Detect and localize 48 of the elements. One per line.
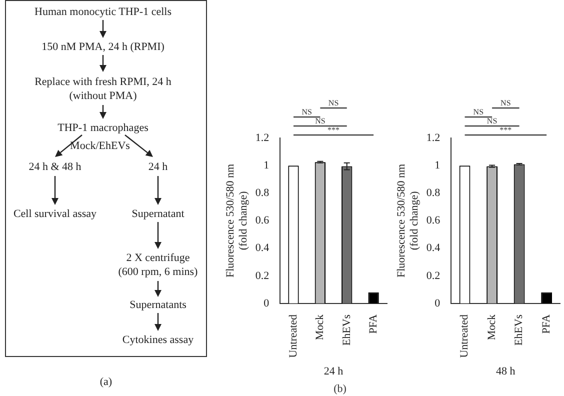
y-tick-label: 0.6 [255,214,270,227]
y-tick-label: 0.2 [426,270,440,282]
y-tick-label: 0.4 [255,242,270,254]
text: *** [500,126,512,135]
x-tick-label: PFA [540,314,552,334]
y-tick-label: 0.6 [426,214,441,227]
x-axis-title: 24 h [324,365,344,378]
text: NS [473,108,484,117]
text: Supernatant [132,207,184,221]
text: (a) [100,375,112,389]
x-tick-label: Untreated [287,314,300,358]
text: Replace with fresh RPMI, 24 h (without PMA) [34,75,172,103]
y-tick-label: 0.8 [426,187,441,200]
y-tick-label: 1.2 [255,132,270,144]
x-tick-label: EhEVs [340,314,353,346]
text: THP-1 macrophages [58,121,148,135]
x-tick-label: Mock [314,314,326,340]
text: Mock/EhEVs [70,139,130,153]
text: NS [302,108,312,117]
text: Human monocytic THP-1 cells [34,5,172,19]
text: Supernatants [130,298,186,312]
y-tick-label: 0 [434,297,441,310]
x-tick-label: Mock [486,314,498,340]
y-axis-title: Fluorescence 530/580 nm (fold change) [224,163,250,278]
text: Cell survival assay [13,207,97,221]
y-tick-label: 0.8 [255,187,270,200]
text: *** [328,126,340,135]
text: Cytokines assay [122,333,194,347]
text: 24 h & 48 h [28,160,82,174]
y-tick-label: 0.2 [255,270,270,282]
x-tick-label: EhEVs [513,314,526,346]
text: 2 X centrifuge (600 rpm, 6 mins) [118,251,198,279]
text: NS [500,98,511,108]
text: (b) [334,382,347,395]
y-tick-label: 0.4 [426,242,441,254]
x-axis-title: 48 h [496,365,516,378]
y-tick-label: 0 [264,297,270,310]
y-tick-label: 1 [434,159,440,172]
text: NS [315,116,326,126]
y-tick-label: 1 [264,159,270,172]
x-tick-label: Untreated [458,314,471,358]
x-tick-label: PFA [367,314,380,334]
y-tick-label: 1.2 [426,132,440,144]
text: 150 nM PMA, 24 h (RPMI) [42,40,164,54]
text: NS [486,116,498,126]
text: NS [328,98,339,108]
text: 24 h [148,160,168,174]
y-axis-title: Fluorescence 530/580 nm (fold change) [395,163,421,278]
